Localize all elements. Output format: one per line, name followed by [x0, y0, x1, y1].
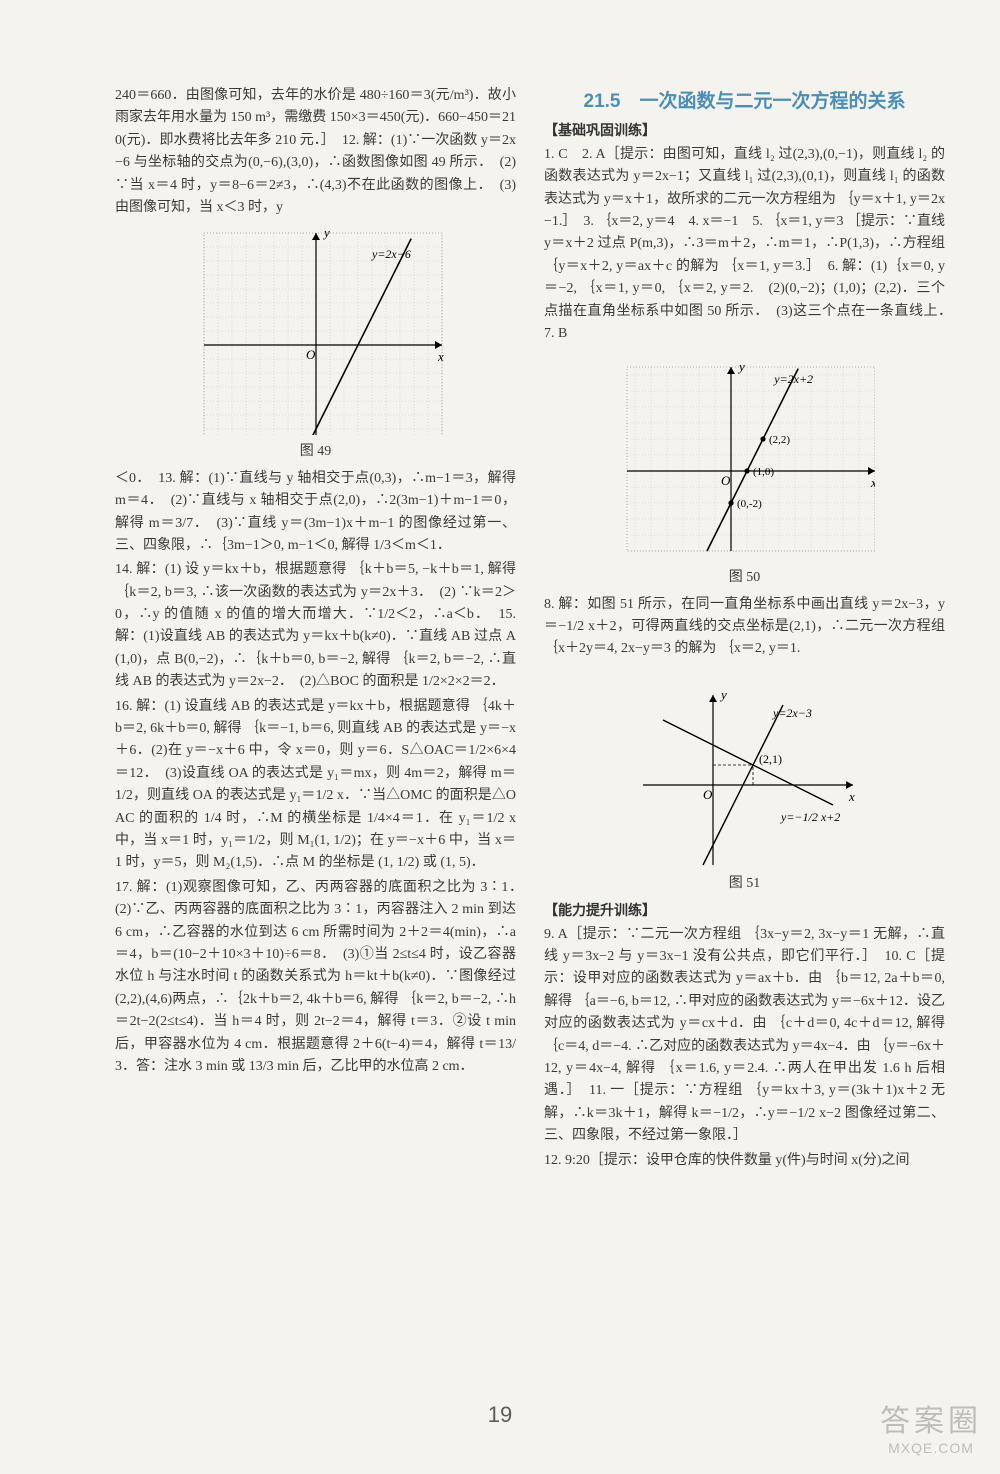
watermark-line1: 答案圈	[880, 1396, 982, 1440]
watermark: 答案圈 MXQE.COM	[880, 1396, 982, 1456]
chart-fig51: Ox y (2,1) y=2x−3 y=−1/2 x+2	[635, 667, 855, 867]
caption-fig49: 图 49	[115, 441, 516, 463]
svg-text:x: x	[437, 349, 444, 364]
para-right-2: 8. 解：如图 51 所示，在同一直角坐标系中画出直线 y＝2x−3，y＝−1/…	[544, 594, 945, 661]
svg-text:(0,-2): (0,-2)	[737, 498, 762, 510]
svg-text:(2,2): (2,2)	[769, 434, 790, 446]
page-number: 19	[0, 1402, 1000, 1428]
svg-text:y: y	[322, 225, 330, 240]
svg-text:(1,0): (1,0)	[753, 466, 774, 478]
svg-text:x: x	[870, 475, 875, 490]
left-column: 240＝660．由图像可知，去年的水价是 480÷160＝3(元/m³)．故小雨…	[115, 85, 516, 1174]
para-left-0: 240＝660．由图像可知，去年的水价是 480÷160＝3(元/m³)．故小雨…	[115, 85, 516, 219]
svg-text:O: O	[703, 787, 713, 802]
caption-fig51: 图 51	[544, 873, 945, 895]
right-column: 21.5 一次函数与二元一次方程的关系 【基础巩固训练】 1. C 2. A［提…	[544, 85, 945, 1174]
figure-49: Ox y y=2x−6	[115, 225, 516, 435]
chart-fig49: Ox y y=2x−6	[186, 225, 446, 435]
svg-text:y=2x−3: y=2x−3	[772, 706, 812, 720]
para-left-2: 14. 解：(1) 设 y＝kx＋b，根据题意得 ｛k＋b＝5, −k＋b＝1,…	[115, 559, 516, 693]
svg-text:y=−1/2 x+2: y=−1/2 x+2	[780, 810, 840, 824]
subheader-ability: 【能力提升训练】	[544, 899, 945, 921]
page: 240＝660．由图像可知，去年的水价是 480÷160＝3(元/m³)．故小雨…	[0, 0, 1000, 1214]
chart-fig50: Ox y (1,0) (2,2) (0,-2) y=2x+2	[615, 351, 875, 561]
svg-text:y=2x−6: y=2x−6	[371, 248, 411, 262]
svg-text:x: x	[848, 789, 855, 804]
svg-text:y=2x+2: y=2x+2	[773, 372, 813, 386]
svg-text:O: O	[306, 347, 316, 362]
para-left-3: 16. 解：(1) 设直线 AB 的表达式是 y＝kx＋b，根据题意得 ｛4k＋…	[115, 696, 516, 875]
svg-text:(2,1): (2,1)	[759, 752, 782, 766]
subheader-basic: 【基础巩固训练】	[544, 119, 945, 141]
svg-text:y: y	[737, 359, 745, 374]
figure-50: Ox y (1,0) (2,2) (0,-2) y=2x+2	[544, 351, 945, 561]
section-title: 21.5 一次函数与二元一次方程的关系	[544, 87, 945, 117]
caption-fig50: 图 50	[544, 567, 945, 589]
figure-51: Ox y (2,1) y=2x−3 y=−1/2 x+2	[544, 667, 945, 867]
para-left-1: ＜0． 13. 解：(1)∵直线与 y 轴相交于点(0,3)，∴m−1＝3，解得…	[115, 468, 516, 558]
svg-text:O: O	[721, 473, 731, 488]
para-right-1: 1. C 2. A［提示：由图可知，直线 l₂ 过(2,3),(0,−1)，则直…	[544, 144, 945, 346]
para-left-4: 17. 解：(1)观察图像可知，乙、丙两容器的底面积之比为 3∶1． (2)∵乙…	[115, 877, 516, 1079]
watermark-line2: MXQE.COM	[880, 1440, 982, 1456]
para-right-3: 9. A［提示：∵二元一次方程组 ｛3x−y＝2, 3x−y＝1 无解，∴直线 …	[544, 924, 945, 1148]
svg-text:y: y	[719, 687, 727, 702]
para-right-4: 12. 9:20［提示：设甲仓库的快件数量 y(件)与时间 x(分)之间	[544, 1150, 945, 1172]
